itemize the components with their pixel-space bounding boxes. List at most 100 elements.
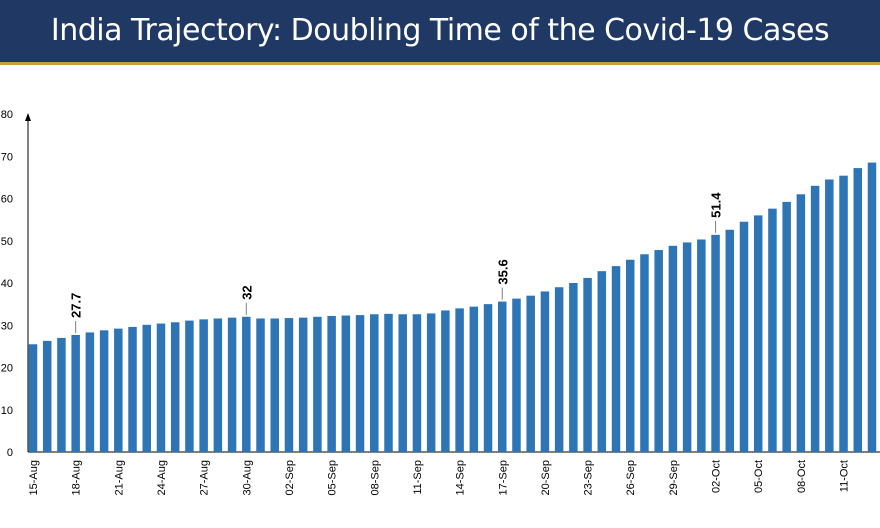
chart-bar xyxy=(597,271,607,452)
x-tick-label: 05-Oct xyxy=(753,460,765,493)
chart-bar xyxy=(199,319,208,452)
y-tick-label: 70 xyxy=(1,151,13,163)
x-tick-label: 11-Oct xyxy=(839,460,851,492)
y-axis-arrow xyxy=(25,113,31,121)
y-tick-label: 30 xyxy=(1,320,13,332)
chart-data-labels: 27.7 32 35.6 51.4 xyxy=(69,192,724,333)
chart-bar xyxy=(640,254,649,452)
chart-axes xyxy=(25,113,880,453)
chart-bar xyxy=(398,314,407,452)
y-tick-label: 0 xyxy=(7,447,13,459)
chart-bar xyxy=(384,313,393,452)
data-label: 35.6 xyxy=(495,259,510,284)
chart-bar xyxy=(455,308,464,452)
x-tick-label: 02-Sep xyxy=(284,460,296,495)
x-tick-label: 23-Sep xyxy=(583,460,595,495)
chart-bar xyxy=(611,266,621,452)
x-tick-label: 30-Aug xyxy=(241,460,253,495)
x-tick-label: 21-Aug xyxy=(113,460,125,495)
x-tick-label: 17-Sep xyxy=(497,460,509,495)
chart-bar xyxy=(753,215,763,452)
chart-bar xyxy=(185,320,194,452)
chart-bar xyxy=(242,316,251,452)
chart-bar xyxy=(796,194,806,452)
chart-bar xyxy=(498,301,507,452)
chart-bar xyxy=(654,250,663,452)
chart-bar xyxy=(782,201,791,452)
chart-bar xyxy=(71,334,80,452)
chart-bar xyxy=(256,318,265,452)
chart-bar xyxy=(341,315,351,452)
chart-bar xyxy=(810,185,820,452)
chart-bar xyxy=(867,162,877,452)
chart-bar xyxy=(28,344,38,452)
chart-bar xyxy=(697,239,706,452)
x-tick-label: 08-Sep xyxy=(369,460,381,495)
chart-bar xyxy=(142,324,152,452)
chart-bar xyxy=(825,179,834,453)
x-tick-label: 27-Aug xyxy=(199,460,211,495)
x-tick-label: 24-Aug xyxy=(156,460,168,495)
chart-bars xyxy=(28,162,877,453)
chart-bar xyxy=(227,317,237,452)
chart-bar xyxy=(853,168,863,452)
chart-bar xyxy=(569,283,578,452)
chart-bar xyxy=(711,234,720,452)
chart-title: India Trajectory: Doubling Time of the C… xyxy=(0,0,880,62)
chart-bar xyxy=(469,306,479,452)
y-tick-label: 10 xyxy=(1,405,13,417)
chart-bar xyxy=(57,337,66,452)
x-tick-label: 26-Sep xyxy=(625,460,637,495)
y-tick-label: 60 xyxy=(1,194,13,206)
chart-bar xyxy=(512,298,521,452)
chart-bar xyxy=(170,322,180,452)
chart-bar xyxy=(313,316,322,452)
chart-bar xyxy=(370,314,379,452)
chart-bar xyxy=(412,314,422,452)
y-tick-label: 20 xyxy=(1,363,13,375)
chart-bar xyxy=(156,323,166,452)
data-label: 32 xyxy=(239,285,254,299)
x-tick-label: 11-Sep xyxy=(412,460,424,495)
chart-bar xyxy=(768,208,777,452)
y-tick-label: 80 xyxy=(1,109,13,121)
chart-bar xyxy=(327,315,336,452)
chart-bar xyxy=(526,295,535,452)
chart-bar xyxy=(270,318,279,452)
chart-bar xyxy=(42,340,52,452)
chart-bar xyxy=(625,259,635,452)
chart-bar xyxy=(213,318,223,452)
chart-bar xyxy=(839,175,848,452)
chart-bar xyxy=(725,229,735,452)
data-label: 27.7 xyxy=(69,293,84,318)
chart-bar xyxy=(298,317,308,452)
y-tick-label: 50 xyxy=(1,236,13,248)
chart-bar xyxy=(128,326,137,452)
chart-bar xyxy=(441,310,450,452)
chart-bar xyxy=(114,328,123,452)
chart-bar xyxy=(99,330,109,452)
x-tick-label: 14-Sep xyxy=(455,460,467,495)
chart-x-tick-labels: 15-Aug 18-Aug 21-Aug 24-Aug 27-Aug 30-Aug 02-S… xyxy=(28,460,851,495)
y-tick-label: 40 xyxy=(1,278,13,290)
chart-bar xyxy=(85,332,95,452)
chart-bar xyxy=(739,221,749,452)
x-tick-label: 15-Aug xyxy=(28,460,40,495)
x-tick-label: 02-Oct xyxy=(711,460,723,493)
x-tick-label: 08-Oct xyxy=(796,460,808,493)
x-tick-label: 18-Aug xyxy=(71,460,83,495)
chart-bar xyxy=(355,315,365,452)
chart-bar xyxy=(483,304,493,453)
x-tick-label: 05-Sep xyxy=(327,460,339,495)
data-label: 51.4 xyxy=(709,192,724,218)
chart-bar xyxy=(682,242,692,452)
x-tick-label: 20-Sep xyxy=(540,460,552,495)
title-underline xyxy=(0,62,880,65)
chart-bar xyxy=(554,287,564,452)
chart-bar xyxy=(284,318,294,452)
chart-bar xyxy=(426,313,436,452)
chart-y-tick-labels: 0 10 20 30 40 50 60 70 80 xyxy=(1,109,13,459)
chart-bar xyxy=(583,277,592,452)
x-tick-label: 29-Sep xyxy=(668,460,680,495)
